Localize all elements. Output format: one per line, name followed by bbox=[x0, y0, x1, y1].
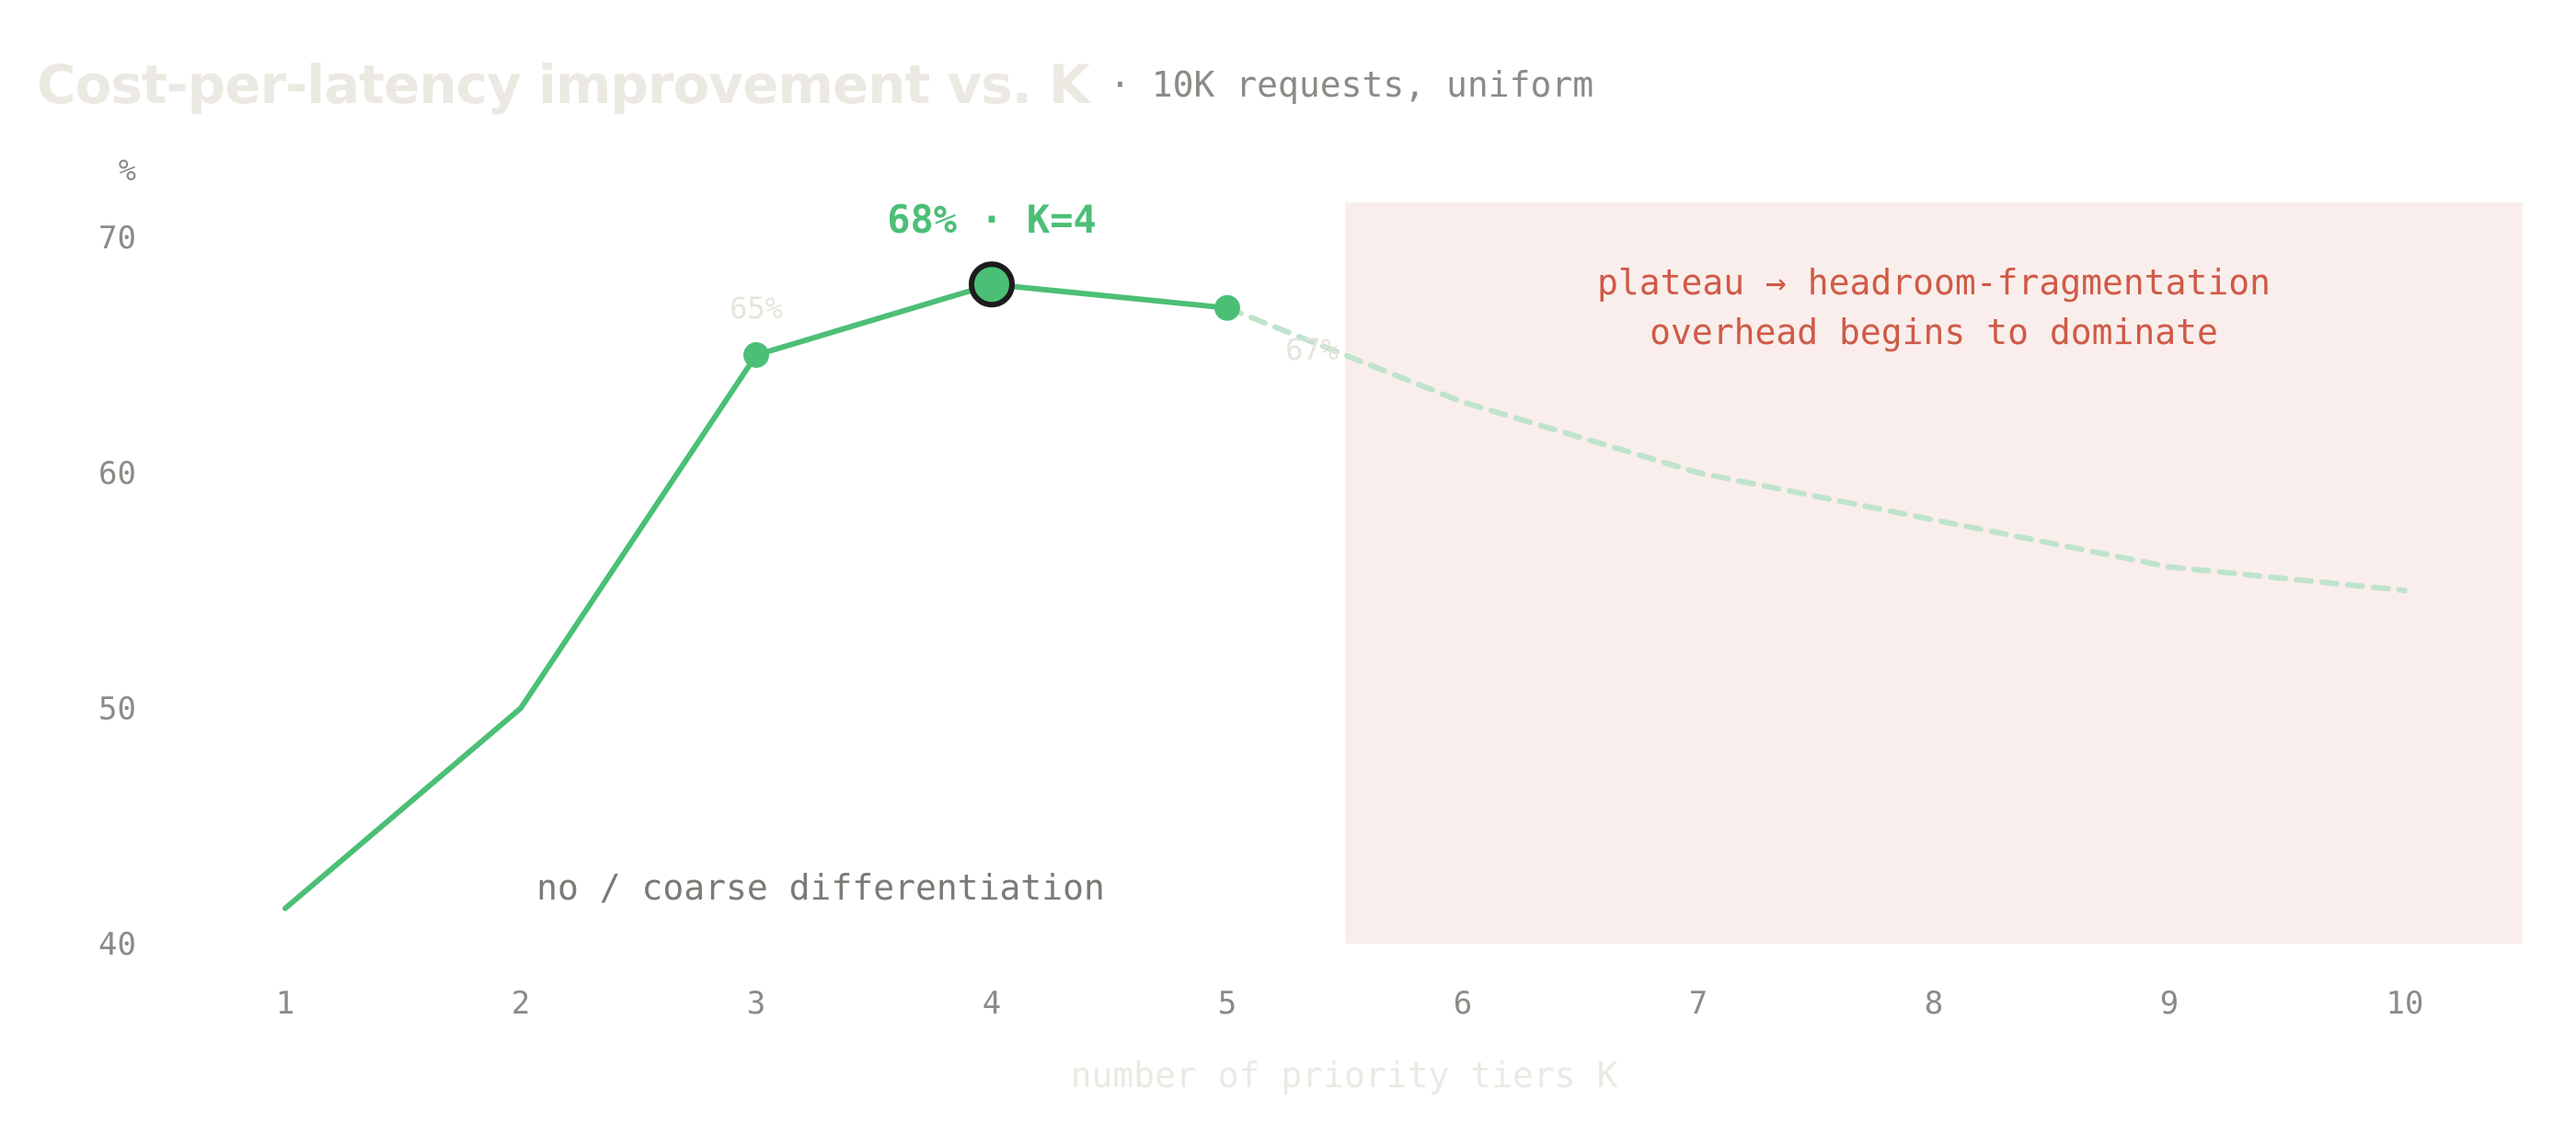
projected-series-line bbox=[1225, 304, 2408, 593]
x-tick-label: 7 bbox=[1689, 985, 1708, 1022]
y-tick-label: 60 bbox=[98, 455, 136, 492]
y-tick-label: 70 bbox=[98, 220, 136, 257]
y-tick-label: 50 bbox=[98, 691, 136, 728]
x-tick-label: 10 bbox=[2386, 985, 2424, 1022]
plateau-annotation-line: plateau → headroom-fragmentation bbox=[1597, 262, 2271, 303]
title-row: Cost-per-latency improvement vs. K · 10K… bbox=[37, 48, 1593, 121]
x-tick-label: 3 bbox=[747, 985, 765, 1022]
data-point-marker bbox=[743, 342, 769, 368]
peak-label: 68% · K=4 bbox=[887, 197, 1097, 242]
plateau-region bbox=[1345, 202, 2523, 944]
data-point-marker bbox=[1214, 294, 1240, 321]
x-tick-label: 5 bbox=[1218, 985, 1236, 1022]
coarse-differentiation-note: no / coarse differentiation bbox=[536, 867, 1105, 908]
x-tick-label: 6 bbox=[1454, 985, 1472, 1022]
x-tick-label: 9 bbox=[2160, 985, 2179, 1022]
measured-series-line bbox=[282, 281, 1230, 911]
y-tick-label: 40 bbox=[98, 926, 136, 963]
x-axis-title: number of priority tiers K bbox=[1071, 1055, 1618, 1095]
x-tick-label: 1 bbox=[276, 985, 294, 1022]
x-tick-label: 2 bbox=[512, 985, 530, 1022]
x-tick-label: 8 bbox=[1925, 985, 1943, 1022]
chart-subtitle: · 10K requests, uniform bbox=[1109, 64, 1594, 105]
x-tick-label: 4 bbox=[983, 985, 1001, 1022]
peak-point-marker bbox=[969, 261, 1015, 308]
plateau-annotation-line: overhead begins to dominate bbox=[1650, 312, 2218, 352]
chart-title: Cost-per-latency improvement vs. K bbox=[37, 53, 1090, 116]
point-label: 67% bbox=[1285, 332, 1339, 367]
y-axis-unit: % bbox=[119, 153, 136, 188]
point-label: 65% bbox=[730, 291, 783, 326]
